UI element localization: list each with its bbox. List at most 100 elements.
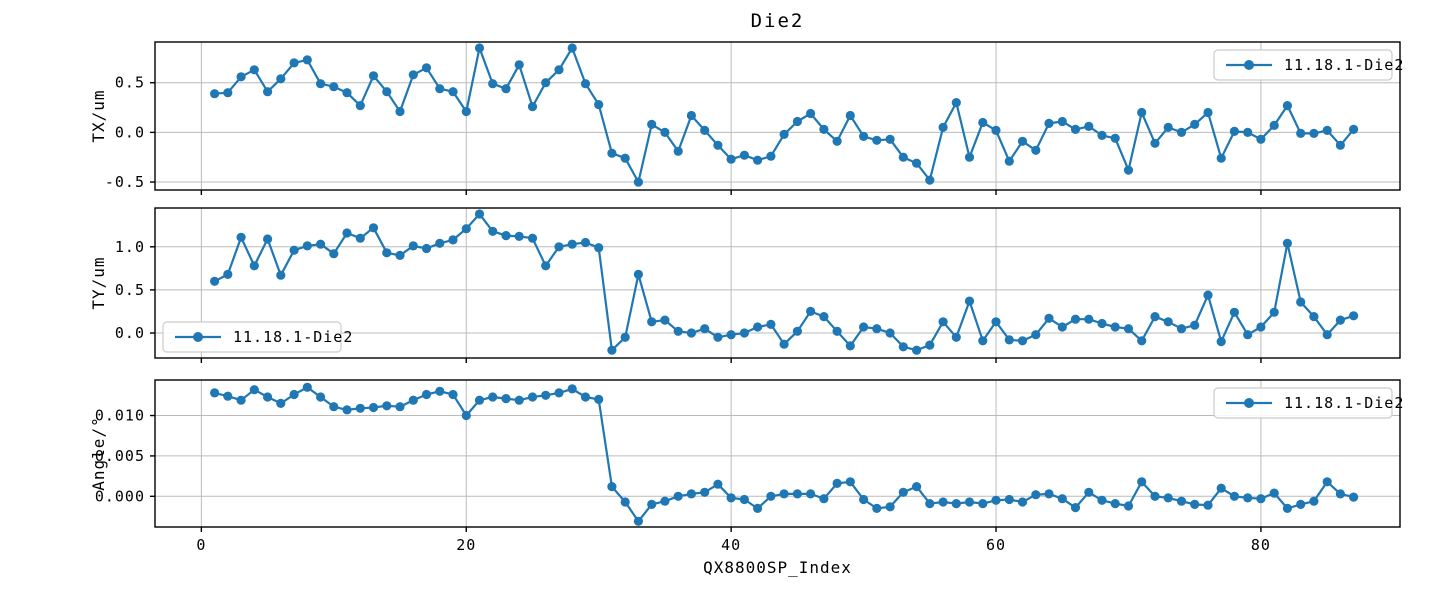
- data-point: [713, 332, 723, 342]
- legend-box: [1213, 49, 1393, 81]
- y-tick-label: 0.005: [95, 447, 145, 465]
- data-point: [1084, 121, 1094, 131]
- data-point: [925, 340, 935, 350]
- data-point: [753, 503, 763, 513]
- data-point: [1031, 490, 1041, 500]
- data-point: [210, 89, 220, 99]
- data-point: [806, 108, 816, 119]
- data-point: [739, 150, 750, 160]
- data-point: [355, 101, 365, 111]
- data-point: [991, 317, 1001, 327]
- data-point: [938, 122, 948, 132]
- data-point: [766, 491, 776, 501]
- data-point: [1269, 488, 1279, 498]
- data-point: [1335, 140, 1345, 150]
- data-point: [1256, 134, 1266, 144]
- data-point: [1017, 136, 1028, 146]
- y-tick-label: 0.5: [115, 281, 145, 299]
- legend-label: 11.18.1-Die2: [1284, 394, 1404, 412]
- data-point: [448, 389, 458, 400]
- legend-marker: [193, 332, 203, 342]
- data-point: [898, 152, 908, 162]
- data-point: [1309, 496, 1319, 506]
- data-point: [527, 233, 538, 243]
- x-tick-label: 0: [196, 536, 206, 554]
- data-point: [1216, 483, 1226, 493]
- data-point: [620, 332, 630, 342]
- data-point: [1110, 133, 1120, 143]
- data-point: [964, 152, 975, 162]
- data-point: [1229, 307, 1239, 317]
- data-point: [978, 336, 988, 346]
- data-point: [912, 345, 922, 355]
- y-tick-label: 0.010: [95, 407, 145, 425]
- legend: 11.18.1-Die2: [1213, 387, 1404, 419]
- data-point: [1309, 128, 1319, 138]
- data-point: [1349, 124, 1359, 134]
- data-point: [1044, 313, 1054, 323]
- data-point: [951, 332, 961, 342]
- data-point: [567, 239, 577, 249]
- data-point: [1216, 337, 1226, 347]
- panel-tx: -0.5 0.0 0.5 TX/um 11.18.1-Die2: [89, 41, 1403, 195]
- data-point: [276, 398, 286, 408]
- data-point: [421, 63, 432, 73]
- data-point: [1084, 314, 1094, 324]
- data-point: [567, 43, 577, 53]
- y-tick-label: 1.0: [115, 238, 145, 256]
- data-point: [580, 79, 591, 89]
- data-point: [541, 78, 551, 88]
- data-point: [1335, 489, 1345, 499]
- data-point: [885, 134, 895, 144]
- data-point: [726, 493, 736, 503]
- data-point: [726, 330, 736, 340]
- data-point: [1097, 495, 1107, 505]
- data-point: [832, 136, 842, 146]
- data-point: [302, 55, 312, 65]
- data-point: [514, 231, 524, 241]
- data-point: [236, 395, 246, 405]
- data-point: [1335, 315, 1345, 325]
- data-point: [1269, 307, 1279, 317]
- data-point: [912, 482, 922, 492]
- data-point: [819, 494, 829, 504]
- data-point: [276, 74, 286, 84]
- data-point: [1163, 317, 1173, 327]
- data-point: [845, 477, 855, 487]
- data-point: [1176, 127, 1187, 137]
- data-point: [806, 489, 816, 499]
- x-axis-label: QX8800SP_Index: [703, 558, 852, 577]
- data-point: [368, 223, 379, 233]
- data-point: [620, 497, 630, 507]
- data-point: [263, 234, 273, 244]
- data-point: [819, 124, 829, 134]
- data-point: [474, 395, 485, 405]
- data-point: [1110, 322, 1120, 332]
- data-point: [316, 79, 326, 89]
- data-point: [594, 243, 604, 253]
- x-tick-label: 80: [1251, 536, 1271, 554]
- data-point: [580, 392, 591, 402]
- data-point: [210, 276, 220, 286]
- data-point: [912, 158, 922, 168]
- panel-ty: 0.0 0.5 1.0 TY/um 11.18.1-Die2: [89, 207, 1401, 363]
- data-point: [726, 154, 736, 164]
- data-point: [567, 384, 577, 394]
- data-point: [872, 503, 882, 513]
- data-point: [885, 328, 895, 338]
- data-point: [435, 84, 445, 94]
- data-point: [700, 125, 710, 135]
- data-point: [1031, 145, 1041, 155]
- data-point: [792, 116, 803, 127]
- data-point: [872, 324, 882, 334]
- data-point: [276, 270, 286, 280]
- data-point: [527, 102, 538, 112]
- data-point: [541, 261, 551, 271]
- data-point: [700, 487, 710, 497]
- data-point: [289, 58, 299, 68]
- data-point: [1150, 312, 1160, 322]
- data-point: [488, 79, 498, 89]
- data-point: [1137, 477, 1147, 487]
- data-point: [223, 88, 233, 98]
